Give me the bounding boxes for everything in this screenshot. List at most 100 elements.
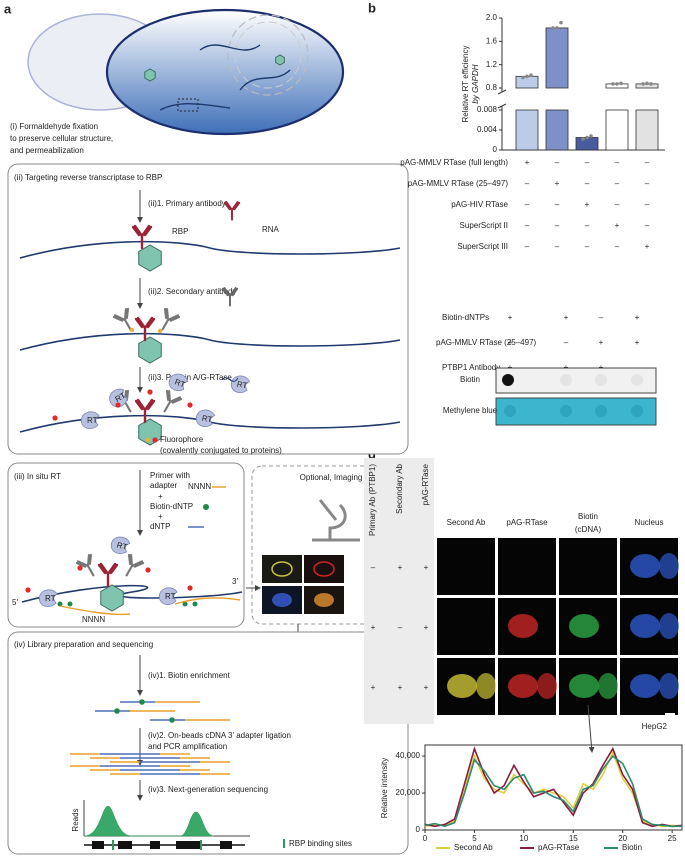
replicate-point (585, 135, 589, 140)
condition-mark: – (585, 179, 590, 188)
antibody (131, 224, 153, 250)
y-axis-label: Relative RT efficiency (461, 46, 470, 123)
condition-label: SuperScript II (460, 221, 508, 230)
nucleus-signal (659, 613, 679, 639)
x-tick-label: 15 (569, 834, 578, 843)
micrograph (559, 538, 617, 595)
blot-strip (495, 367, 657, 394)
rt-shape (109, 388, 128, 408)
exon (176, 841, 202, 849)
series-line (424, 754, 682, 828)
rbp-protein (144, 68, 156, 82)
condition-mark: – (599, 313, 604, 322)
condition-mark: + (424, 623, 429, 632)
label: (iv)1. Biotin enrichment (148, 671, 231, 680)
antibody (223, 201, 241, 221)
condition-mark: + (508, 313, 513, 322)
linker (221, 377, 239, 382)
label: to preserve cellular structure, (10, 134, 113, 143)
blot-spot (502, 374, 514, 386)
nucleus-signal (659, 553, 679, 579)
y-axis-label: Relative intensity (380, 758, 389, 818)
micrograph (437, 538, 495, 595)
nucleus-signal (508, 614, 538, 638)
exon (220, 841, 232, 849)
replicate-point (615, 82, 619, 86)
biotin-dot (139, 699, 145, 705)
replicate-point (521, 75, 525, 80)
fluorophore-dot (147, 389, 153, 395)
condition-label: pAG-MMLV RTase (full length) (400, 158, 508, 167)
condition-mark: – (555, 200, 560, 209)
bar (575, 137, 599, 151)
label: + (158, 512, 163, 521)
biotin-dot (182, 601, 188, 607)
micrograph (498, 538, 556, 595)
antibody-shape (161, 307, 181, 331)
exon (118, 841, 132, 849)
rt-shape (38, 589, 58, 608)
label: NNNN (82, 615, 105, 624)
y-tick-label: 0.008 (477, 105, 498, 114)
fluorophore-dot (145, 567, 151, 573)
binding-site (283, 839, 285, 848)
condition-mark: – (555, 221, 560, 230)
step-box (7, 163, 409, 455)
fluorophore-dot (115, 402, 121, 408)
rbp-protein (100, 584, 124, 612)
y-tick-label: 1.2 (486, 60, 498, 69)
axis-break (497, 103, 507, 109)
label: (i) Formaldehyde fixation (10, 122, 98, 131)
blot-strip (495, 397, 657, 426)
nucleus-signal (630, 674, 660, 698)
micro-cell (314, 593, 334, 607)
scale-bar (665, 713, 675, 715)
antibody (134, 398, 156, 424)
condition-mark: + (635, 338, 640, 347)
panel-letter: a (4, 1, 12, 16)
antibody (221, 287, 239, 307)
antibody-shape (97, 562, 119, 588)
antibody-shape (163, 389, 183, 413)
rbp-protein (275, 54, 285, 66)
rt-shape (110, 536, 131, 554)
column-header: pAG-RTase (506, 518, 548, 527)
antibody (163, 389, 183, 413)
rt-label: RT (201, 414, 213, 425)
blot-spot (595, 374, 607, 386)
replicate-point (555, 26, 559, 30)
label: Methylene blue (443, 406, 498, 415)
condition-mark: – (645, 179, 650, 188)
antibody-shape (125, 553, 145, 577)
condition-mark: – (585, 242, 590, 251)
rt-label: RT (236, 380, 248, 391)
condition-mark: + (525, 158, 530, 167)
micrograph (437, 598, 495, 655)
fluorophore-dot (25, 587, 31, 593)
arrow (587, 704, 595, 753)
exon (150, 841, 160, 849)
y-tick-label: 0.004 (477, 125, 498, 134)
antibody (75, 553, 95, 577)
antibody (125, 553, 145, 577)
antibody-shape (131, 224, 153, 250)
condition-mark: + (508, 338, 513, 347)
label: Reads (71, 808, 80, 831)
label: (ii)2. Secondary antibody (148, 287, 237, 296)
bar (545, 27, 569, 89)
rt-label: RT (87, 416, 98, 425)
y-axis-label: by GAPDH (471, 64, 480, 103)
exon (92, 841, 104, 849)
nucleus-signal (537, 673, 557, 699)
label: RBP binding sites (289, 839, 352, 848)
fluorophore-dot (52, 415, 58, 421)
antibody (161, 307, 181, 331)
label: RBP (172, 227, 188, 236)
label: Biotin-dNTPs (442, 313, 489, 322)
label: and PCR amplification (148, 742, 227, 751)
blot-spot (560, 374, 572, 386)
bar (635, 109, 659, 151)
nucleus-signal (569, 674, 599, 698)
rt-enzyme: RT (80, 411, 100, 430)
condition-mark: + (371, 683, 376, 692)
